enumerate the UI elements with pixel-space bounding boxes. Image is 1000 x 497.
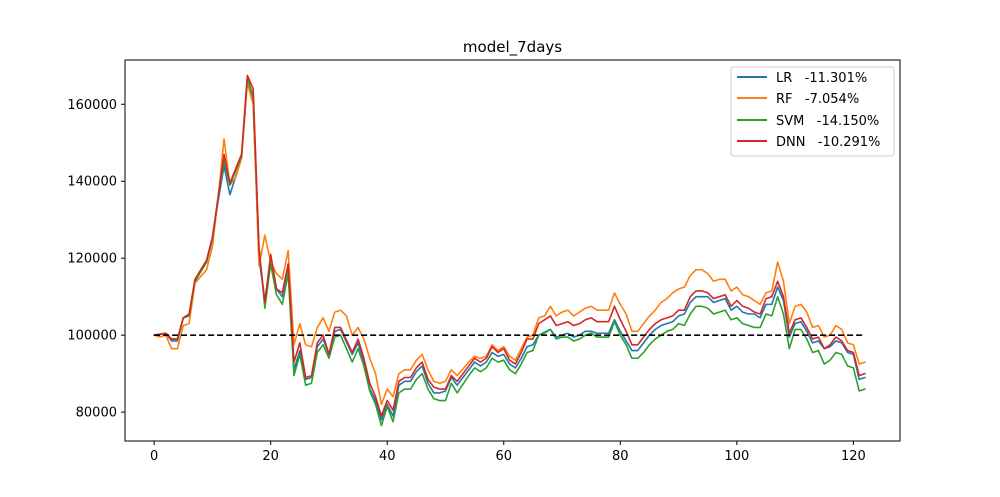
x-tick-label: 40 xyxy=(379,449,396,464)
x-tick-label: 100 xyxy=(724,449,749,464)
legend-label-lr: LR -11.301% xyxy=(776,71,867,86)
x-tick-label: 120 xyxy=(841,449,866,464)
y-tick-label: 100000 xyxy=(67,329,117,344)
legend-box xyxy=(730,66,895,157)
legend-label-rf: RF -7.054% xyxy=(776,92,859,107)
y-tick-label: 140000 xyxy=(67,175,117,190)
series-line-svm xyxy=(153,76,866,427)
plot-frame xyxy=(124,59,901,442)
series-lines xyxy=(153,74,866,427)
x-tick-label: 20 xyxy=(262,449,279,464)
series-line-rf xyxy=(153,82,866,406)
y-tick-label: 80000 xyxy=(76,406,117,421)
y-axis: 80000 100000 120000 140000 160000 xyxy=(67,98,125,421)
x-tick-label: 0 xyxy=(150,449,158,464)
chart-title: model_7days xyxy=(463,38,562,57)
x-tick-label: 60 xyxy=(495,449,512,464)
y-tick-label: 120000 xyxy=(67,252,117,267)
series-line-dnn xyxy=(153,74,866,417)
legend-label-dnn: DNN -10.291% xyxy=(776,135,880,150)
legend: LR -11.301% RF -7.054% SVM -14.150% DNN … xyxy=(730,66,895,157)
legend-label-svm: SVM -14.150% xyxy=(776,114,879,129)
x-tick-label: 80 xyxy=(612,449,629,464)
y-tick-label: 160000 xyxy=(67,98,117,113)
x-axis: 0 20 40 60 80 100 120 xyxy=(150,441,866,464)
